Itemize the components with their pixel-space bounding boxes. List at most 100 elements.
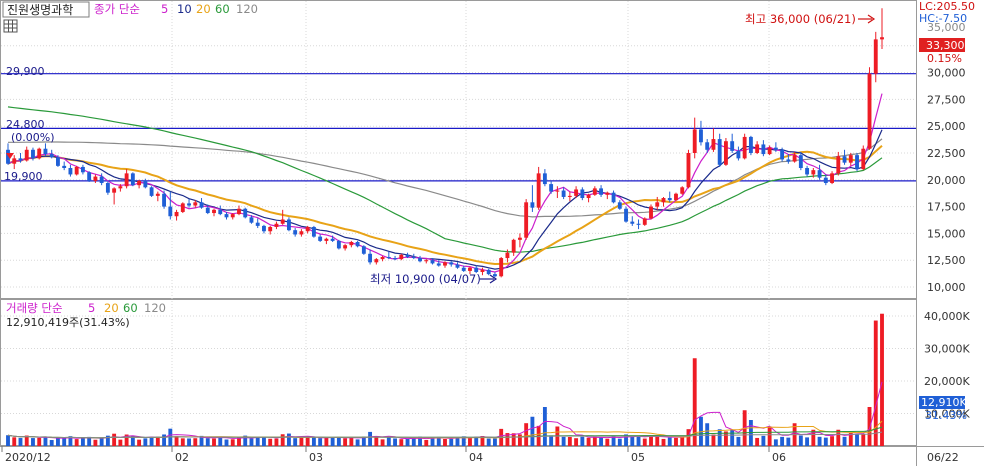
candle-body (237, 208, 241, 215)
volume-tick-label: 20,000K (924, 375, 970, 388)
price-tick-label: 25,000 (927, 120, 966, 133)
volume-bar (62, 438, 67, 446)
candle-body (212, 209, 216, 214)
volume-bar (305, 437, 310, 446)
volume-bar (318, 438, 323, 446)
candle-body (205, 207, 210, 214)
candle-body (686, 153, 691, 188)
candle-body (286, 219, 291, 231)
volume-bar (180, 438, 185, 446)
candle-body (611, 192, 616, 203)
candle-body (493, 274, 497, 277)
candle-body (873, 39, 878, 74)
volume-bar (174, 436, 179, 446)
volume-bar (137, 439, 142, 446)
candle-body (112, 188, 117, 193)
candle-body (580, 189, 585, 199)
candle-body (149, 187, 154, 196)
low-arrow-head-icon (489, 274, 498, 284)
candle-body (549, 184, 554, 192)
volume-bar (711, 434, 716, 446)
lc-value: LC:205.50 (919, 0, 975, 13)
volume-bar (12, 437, 17, 446)
candle-body (311, 226, 316, 237)
volume-bar (630, 436, 635, 446)
candle-body (430, 260, 435, 264)
volume-bar (842, 436, 847, 446)
volume-bar (80, 438, 85, 446)
volume-bar (68, 436, 73, 446)
volume-bar (674, 437, 678, 446)
candle-body (730, 141, 735, 151)
candle-body (274, 223, 279, 227)
volume-bar (617, 438, 622, 446)
volume-bar (112, 433, 117, 446)
candle-body (861, 148, 866, 170)
price-legend-label: 종가 단순 (94, 2, 140, 16)
candle-body (124, 173, 129, 187)
volume-bar (262, 436, 266, 446)
volume-bar (355, 439, 360, 446)
volume-bar (880, 313, 884, 446)
candle-body (224, 214, 229, 218)
volume-bar (199, 435, 204, 446)
candle-body (411, 256, 416, 259)
volume-bar (692, 358, 697, 446)
volume-bar (649, 435, 653, 446)
x-tick-label: 2020/12 (5, 451, 51, 464)
volume-bar (493, 438, 497, 446)
volume-bar (143, 438, 148, 446)
hline-label-19900: 19,900 (4, 170, 43, 183)
candle-body (12, 158, 17, 164)
volume-bar (599, 437, 604, 446)
volume-bar (105, 435, 110, 446)
candle-body (137, 180, 142, 186)
candle-body (655, 202, 660, 207)
candle-body (692, 129, 697, 153)
candle-body (299, 231, 304, 235)
ma60-legend: 60 (215, 2, 230, 16)
volume-bar (574, 438, 579, 446)
low-annotation: 최저 10,900 (04/07) (370, 272, 481, 286)
volume-bar (218, 436, 223, 446)
candle-body (461, 267, 466, 271)
volume-bar (255, 437, 260, 446)
volume-bar (374, 436, 379, 446)
volume-bar (37, 437, 42, 446)
x-tick-label: 03 (309, 451, 323, 464)
volume-bar (817, 436, 822, 446)
volume-bar (380, 439, 385, 446)
volume-bar (667, 437, 672, 446)
candle-body (105, 183, 110, 193)
volume-bar (443, 438, 447, 446)
candle-body (162, 193, 167, 207)
volume-bar (811, 429, 816, 446)
volume-bar (311, 436, 316, 446)
volume-bar (873, 320, 878, 446)
volume-bar (286, 433, 291, 446)
candle-body (630, 221, 635, 224)
candle-body (280, 219, 285, 224)
volume-bar (243, 435, 248, 446)
volume-bar (468, 437, 472, 446)
high-arrow-head-icon (867, 14, 876, 24)
volume-bar (368, 431, 373, 446)
volume-bar (230, 439, 235, 446)
price-tick-label: 15,000 (927, 227, 966, 240)
candle-body (530, 202, 535, 208)
candle-body (399, 254, 404, 260)
candle-body (624, 208, 628, 222)
volume-bar (274, 438, 279, 446)
ma-line-20 (7, 145, 883, 266)
stock-name-box[interactable] (2, 1, 90, 18)
ma-line-60 (7, 106, 883, 253)
volume-bar (524, 423, 529, 446)
volume-bar (567, 437, 572, 446)
volume-bar (780, 436, 785, 446)
candle-body (443, 262, 447, 266)
candle-body (742, 136, 747, 159)
volume-bar (124, 434, 129, 446)
price-tick-label: 27,500 (927, 93, 966, 106)
table-toggle-icon[interactable] (3, 19, 18, 33)
